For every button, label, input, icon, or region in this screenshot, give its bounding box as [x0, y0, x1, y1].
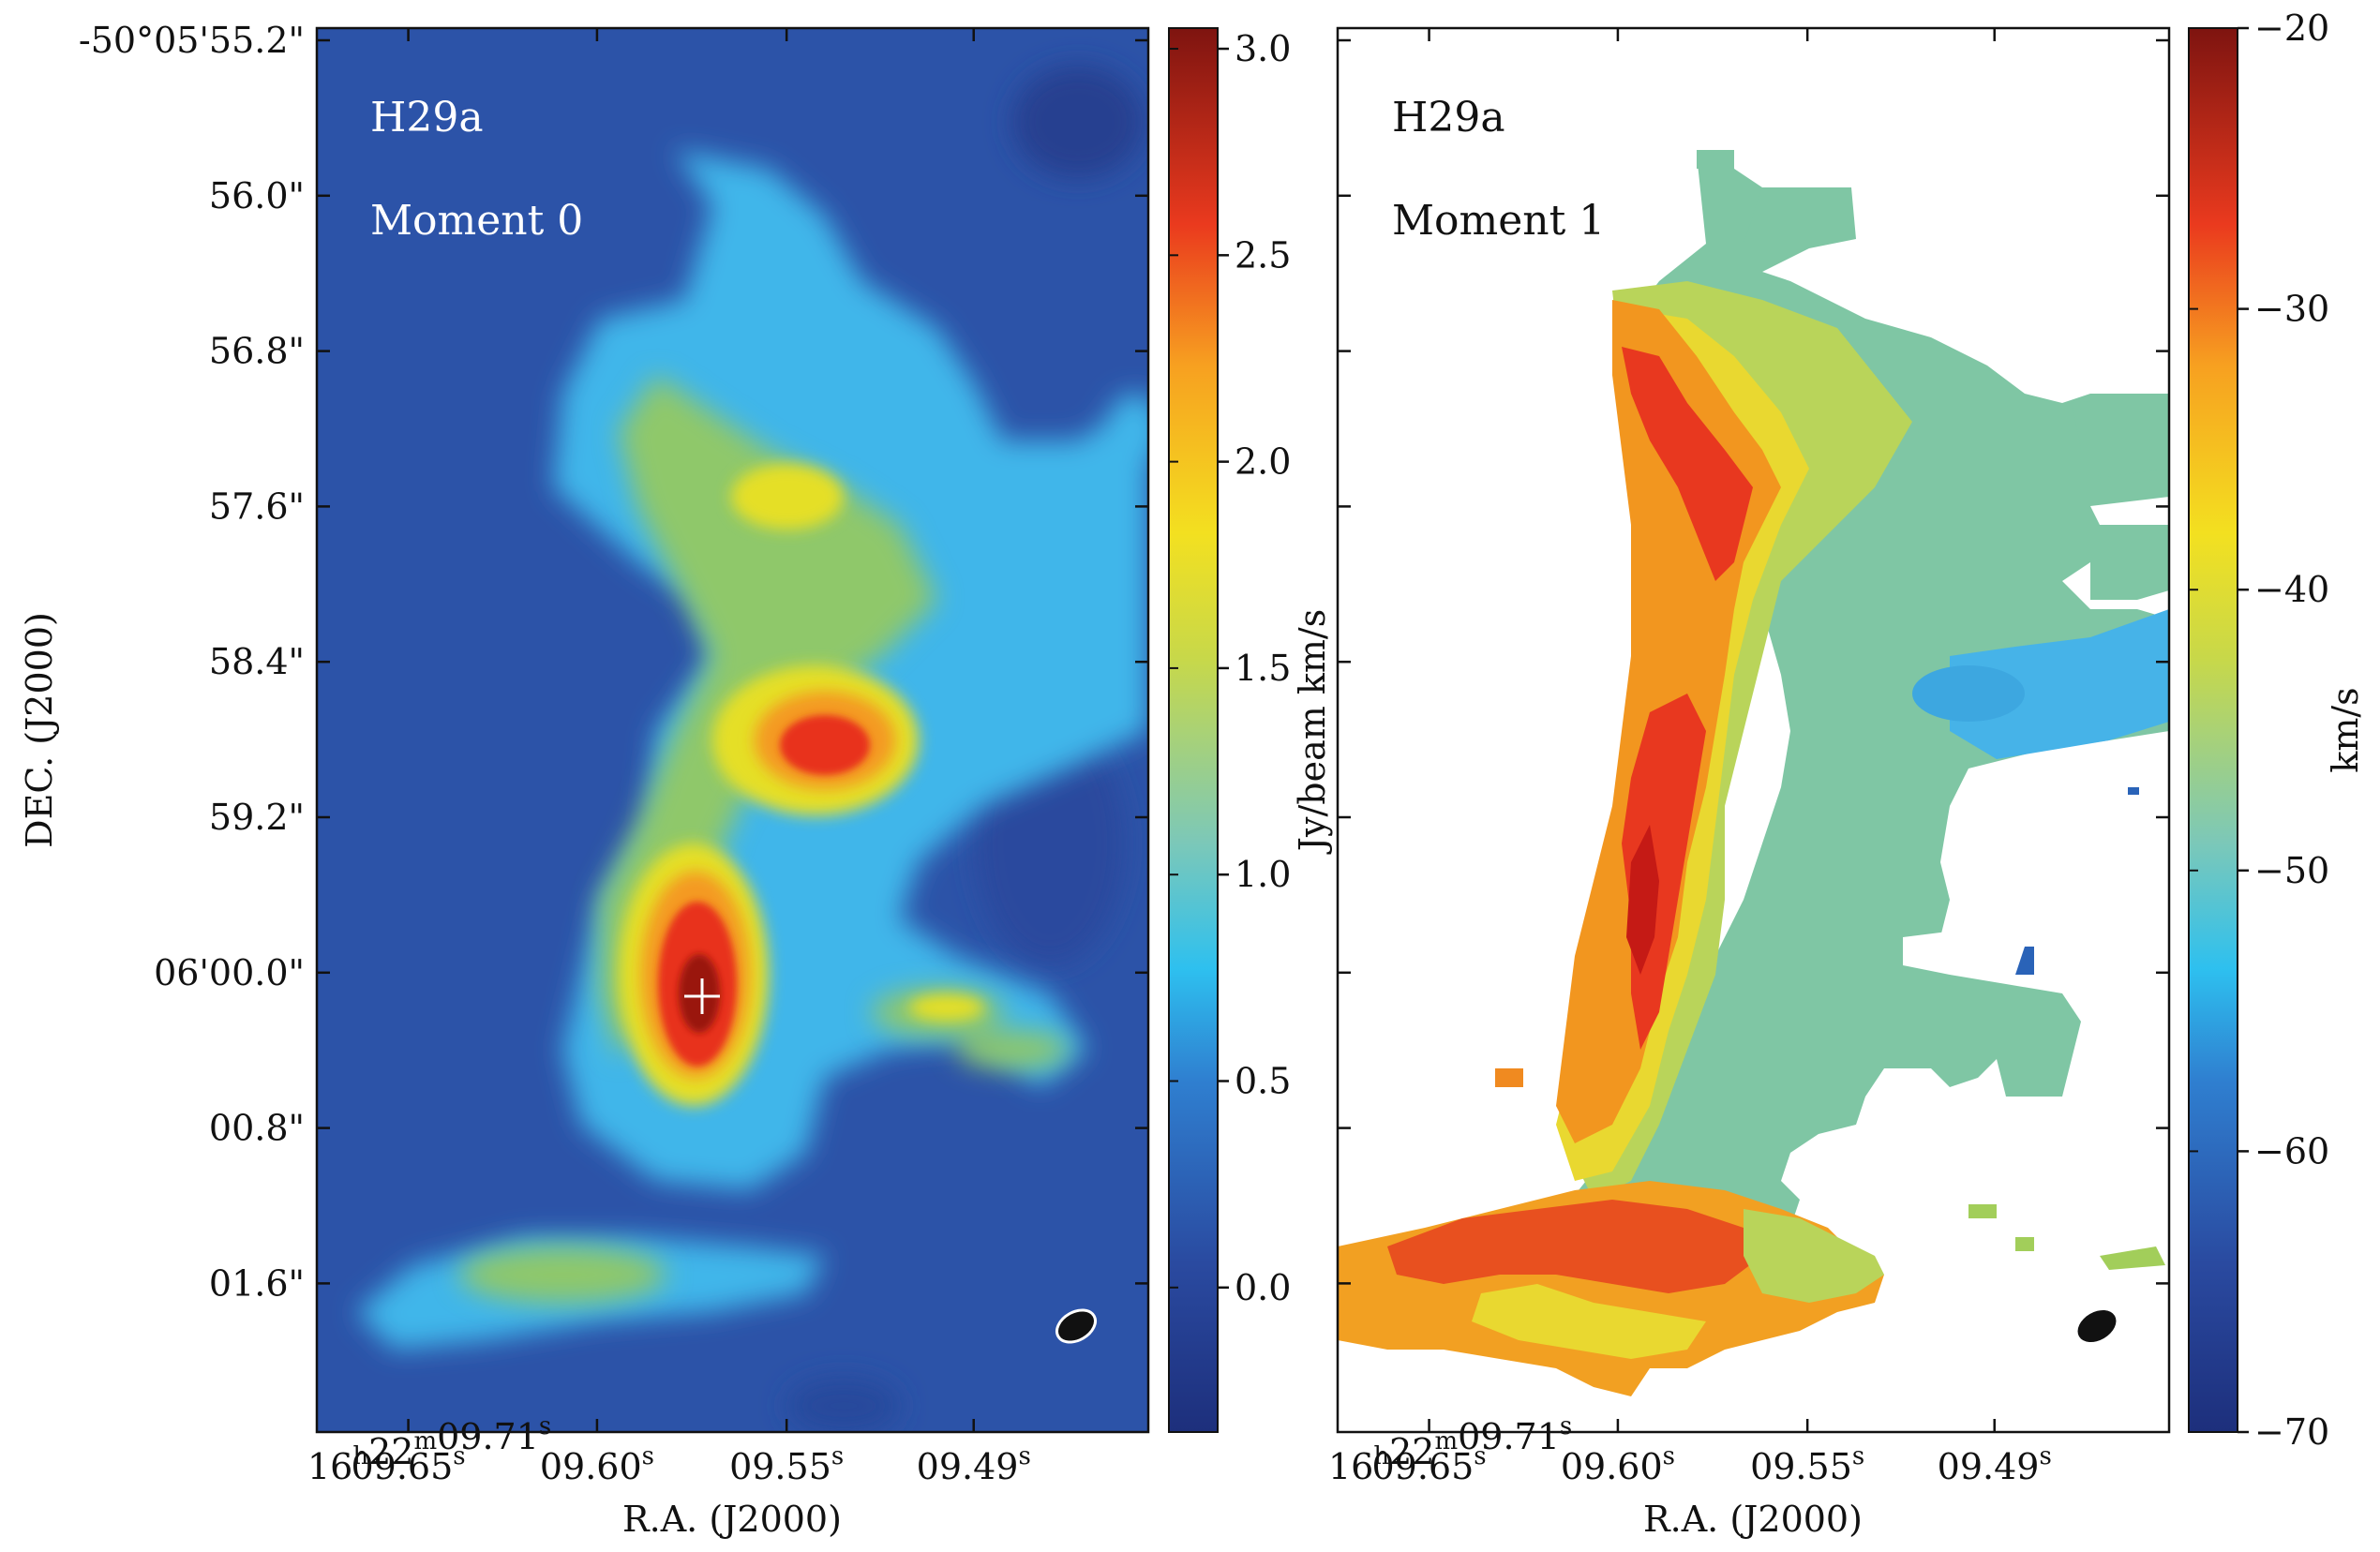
- y-tick-label: 56.8": [209, 331, 305, 372]
- moment1-colorbar: [2188, 27, 2238, 1433]
- colorbar-tick-label: 2.5: [1235, 234, 1291, 276]
- moment0-colorbar: [1168, 27, 1219, 1433]
- moment0-moment-label: Moment 0: [370, 197, 583, 245]
- moment1-xlabel: R.A. (J2000): [1643, 1499, 1863, 1540]
- y-tick-label: 00.8": [209, 1108, 305, 1149]
- y-tick-labels: -50°05'55.2" 56.0" 56.8" 57.6" 58.4" 59.2" 06'…: [79, 20, 305, 1304]
- moment1-moment-label: Moment 1: [1392, 197, 1605, 245]
- x-tick-label: 09.49s: [1938, 1442, 2052, 1487]
- x-tick-label: 09.65s: [351, 1442, 465, 1487]
- moment0-line-label: H29a: [370, 94, 484, 142]
- colorbar-tick-label: −50: [2254, 850, 2329, 891]
- y-tick-label: 01.6": [209, 1262, 305, 1304]
- beam-ellipse-right: [2077, 1309, 2117, 1343]
- colorbar-tick-label: 1.0: [1235, 854, 1291, 895]
- moment1-colorbar-label: km/s: [2325, 687, 2366, 772]
- x-tick-label: 09.55s: [729, 1442, 844, 1487]
- colorbar-tick-label: −40: [2254, 569, 2329, 610]
- moment0-image: [317, 28, 1148, 1432]
- colorbar-tick-label: 1.5: [1235, 648, 1291, 689]
- beam-ellipse-left: [1055, 1308, 1097, 1344]
- colorbar-tick-label: 0.5: [1235, 1061, 1291, 1102]
- colorbar-tick-label: −30: [2254, 289, 2329, 330]
- moment0-colorbar-label: Jy/beam km/s: [1292, 609, 1333, 855]
- colorbar-tick-label: −20: [2254, 7, 2329, 49]
- moment0-ylabel: DEC. (J2000): [19, 612, 60, 848]
- x-tick-label: 09.55s: [1750, 1442, 1864, 1487]
- colorbar-tick-label: −60: [2254, 1130, 2329, 1171]
- x-tick-label: 16h22m09.71s: [307, 1412, 551, 1487]
- colorbar-tick-label: 3.0: [1235, 28, 1291, 69]
- moment1-frame: [1336, 26, 2171, 1434]
- x-tick-label: 09.65s: [1371, 1442, 1486, 1487]
- y-tick-label: -50°05'55.2": [79, 20, 305, 61]
- moment1-colorbar-ticks: −20 −30 −40 −50 −60 −70: [2189, 7, 2329, 1453]
- moment1-axis-ticks: [1338, 28, 2169, 1432]
- moment1-line-label: H29a: [1392, 94, 1505, 142]
- colorbar-tick-label: −70: [2254, 1411, 2329, 1453]
- y-tick-label: 06'00.0": [154, 952, 305, 993]
- moment0-colorbar-ticks: 0.0 0.5 1.0 1.5 2.0 2.5 3.0: [1169, 28, 1291, 1308]
- colorbar-tick-label: 0.0: [1235, 1267, 1291, 1308]
- moment0-axis-ticks: [317, 28, 1148, 1432]
- x-tick-label: 09.49s: [917, 1442, 1031, 1487]
- peak-marker: [684, 978, 720, 1014]
- moment1-image: [1338, 28, 2169, 1432]
- x-tick-label: 16h22m09.71s: [1328, 1412, 1572, 1487]
- y-tick-label: 59.2": [209, 797, 305, 838]
- y-tick-label: 57.6": [209, 485, 305, 527]
- y-tick-label: 58.4": [209, 641, 305, 682]
- x-tick-label: 09.60s: [540, 1442, 654, 1487]
- colorbar-tick-label: 2.0: [1235, 441, 1291, 483]
- y-tick-label: 56.0": [209, 175, 305, 216]
- moment0-xlabel: R.A. (J2000): [622, 1499, 842, 1540]
- moment0-frame: [315, 26, 1150, 1434]
- x-tick-label: 09.60s: [1561, 1442, 1675, 1487]
